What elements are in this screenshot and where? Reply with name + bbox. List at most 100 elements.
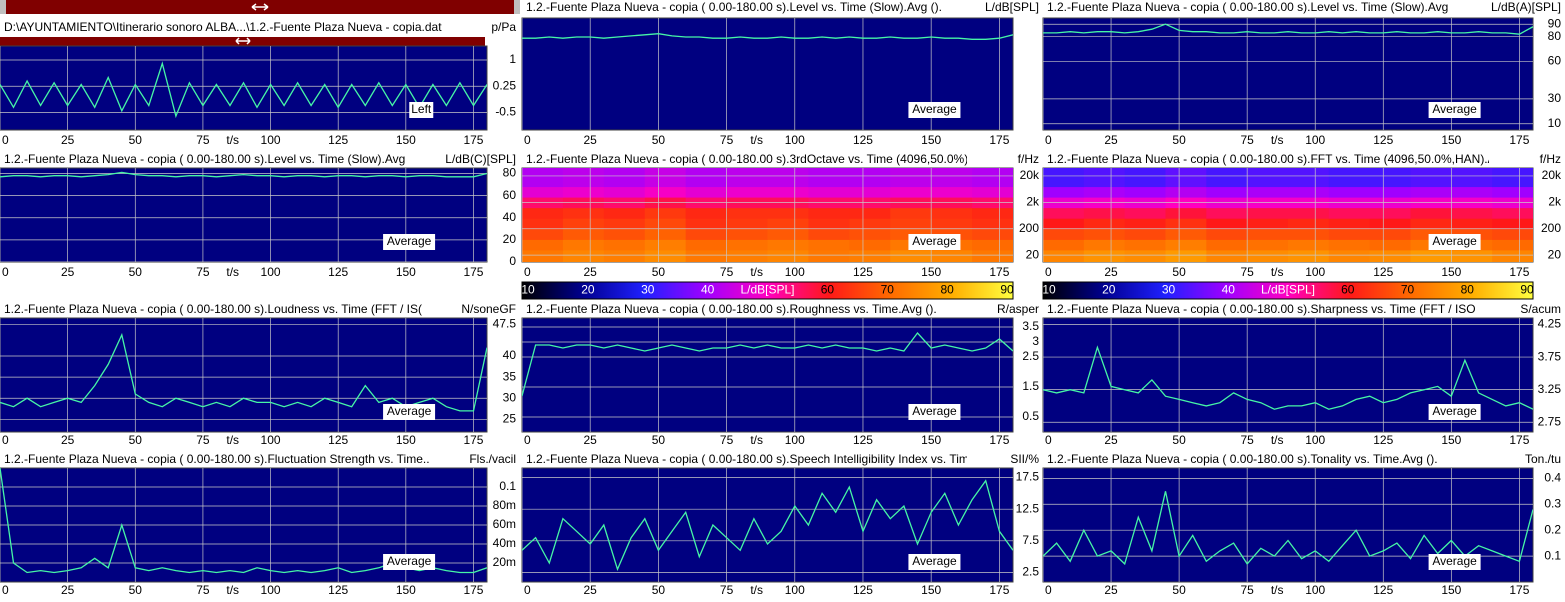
x-axis-label: t/s [1271, 265, 1284, 279]
title-mask [967, 153, 1041, 167]
heatmap-cell [1165, 249, 1207, 262]
heatmap-cell [808, 218, 850, 230]
heatmap-cell [1288, 207, 1330, 219]
annotation-box [1428, 102, 1481, 118]
data-line [0, 61, 487, 119]
x-tick-label: 75 [1240, 133, 1254, 147]
heatmap-cell [1247, 168, 1289, 188]
y-tick-label: 0.1 [1544, 548, 1561, 562]
heatmap-cell [1451, 249, 1493, 262]
heatmap-cell [972, 168, 1013, 188]
heatmap-cell [1206, 186, 1248, 198]
y-tick-label: 20 [1548, 247, 1562, 261]
heatmap-cell [1124, 218, 1166, 230]
y-tick-label: 2k [1026, 195, 1040, 209]
y-tick-label: 0.4 [1544, 471, 1561, 485]
chart-title: 1.2.-Fuente Plaza Nueva - copia ( 0.00-1… [1047, 152, 1501, 166]
heatmap-cell [767, 168, 809, 188]
y-tick-label: 3.5 [1022, 319, 1039, 333]
heatmap-cell [1247, 228, 1289, 240]
heatmap-cell [808, 207, 850, 219]
x-tick-label: 150 [921, 583, 941, 597]
heatmap-cell [1492, 239, 1533, 251]
colorbar-tick-label: 70 [1401, 283, 1415, 297]
heatmap-cell [890, 168, 932, 188]
heatmap-cell [849, 249, 891, 262]
heatmap-cell [808, 228, 850, 240]
heatmap-cell [1328, 186, 1371, 198]
y-tick-label: 60 [1548, 54, 1562, 68]
y-tick-label: 1 [509, 52, 516, 66]
heatmap-cell [1043, 249, 1085, 262]
heatmap-cell [522, 249, 564, 262]
x-tick-label: 175 [989, 583, 1009, 597]
x-tick-label: 175 [1509, 265, 1529, 279]
heatmap-cell [726, 228, 768, 240]
heatmap-cell [1369, 228, 1411, 240]
heatmap-cell [685, 207, 728, 219]
x-tick-label: 25 [584, 133, 598, 147]
heatmap-cell [931, 218, 973, 230]
scroll-handle[interactable] [0, 0, 6, 14]
scroll-handle[interactable] [514, 0, 520, 14]
heatmap-cell [1083, 228, 1126, 240]
y-tick-label: 80m [493, 498, 516, 512]
y-axis-label: L/dB(C)[SPL] [445, 152, 516, 166]
colorbar-tick-label: 60 [821, 283, 835, 297]
annotation-box [908, 554, 961, 570]
x-tick-label: 0 [524, 583, 531, 597]
x-tick-label: 50 [1172, 433, 1186, 447]
y-tick-label: 0.1 [499, 479, 516, 493]
x-tick-label: 100 [1305, 133, 1325, 147]
x-tick-label: 75 [720, 265, 734, 279]
annotation: Average [912, 234, 957, 248]
x-tick-label: 75 [196, 133, 210, 147]
heatmap-cell [767, 249, 809, 262]
chart-title: 1.2.-Fuente Plaza Nueva - copia ( 0.00-1… [4, 302, 422, 316]
x-axis-label: t/s [226, 265, 239, 279]
x-tick-label: 50 [129, 583, 143, 597]
heatmap-cell [726, 218, 768, 230]
heatmap-cell [1083, 249, 1126, 262]
x-axis-label: t/s [226, 433, 239, 447]
x-axis-label: t/s [1271, 583, 1284, 597]
y-tick-label: 3.75 [1538, 349, 1562, 363]
heatmap-cell [1492, 218, 1533, 230]
heatmap-cell [1083, 239, 1126, 251]
annotation-box [383, 554, 436, 570]
heatmap-cell [1247, 249, 1289, 262]
heatmap-cell [522, 218, 564, 230]
colorbar-tick-label: 20 [1102, 283, 1116, 297]
heatmap-cell [931, 186, 973, 198]
heatmap-cell [1492, 228, 1533, 240]
y-axis-label: R/asper [997, 302, 1039, 316]
y-axis-label: f/Hz [1540, 152, 1561, 166]
x-tick-label: 125 [853, 583, 873, 597]
scroll-arrow-icon [251, 3, 269, 11]
heatmap-cell [644, 218, 687, 230]
x-tick-label: 175 [989, 133, 1009, 147]
annotation: Average [1432, 234, 1477, 248]
y-tick-label: 20k [1542, 168, 1562, 182]
x-tick-label: 150 [1441, 433, 1461, 447]
x-tick-label: 100 [785, 583, 805, 597]
heatmap-cell [562, 239, 605, 251]
heatmap-cell [1328, 207, 1371, 219]
x-tick-label: 0 [2, 433, 9, 447]
heatmap-cell [931, 168, 973, 188]
x-tick-label: 50 [652, 583, 666, 597]
annotation-box [908, 404, 961, 420]
x-tick-label: 125 [853, 133, 873, 147]
chart-title: 1.2.-Fuente Plaza Nueva - copia ( 0.00-1… [526, 0, 942, 14]
x-tick-label: 50 [129, 133, 143, 147]
x-tick-label: 25 [584, 265, 598, 279]
annotation: Average [1432, 102, 1477, 116]
x-tick-label: 175 [463, 433, 483, 447]
heatmap-cell [1451, 207, 1493, 219]
x-tick-label: 0 [2, 133, 9, 147]
heatmap-cell [1492, 207, 1533, 219]
heatmap-cell [849, 239, 891, 251]
heatmap-cell [685, 186, 728, 198]
heatmap-cell [1288, 249, 1330, 262]
